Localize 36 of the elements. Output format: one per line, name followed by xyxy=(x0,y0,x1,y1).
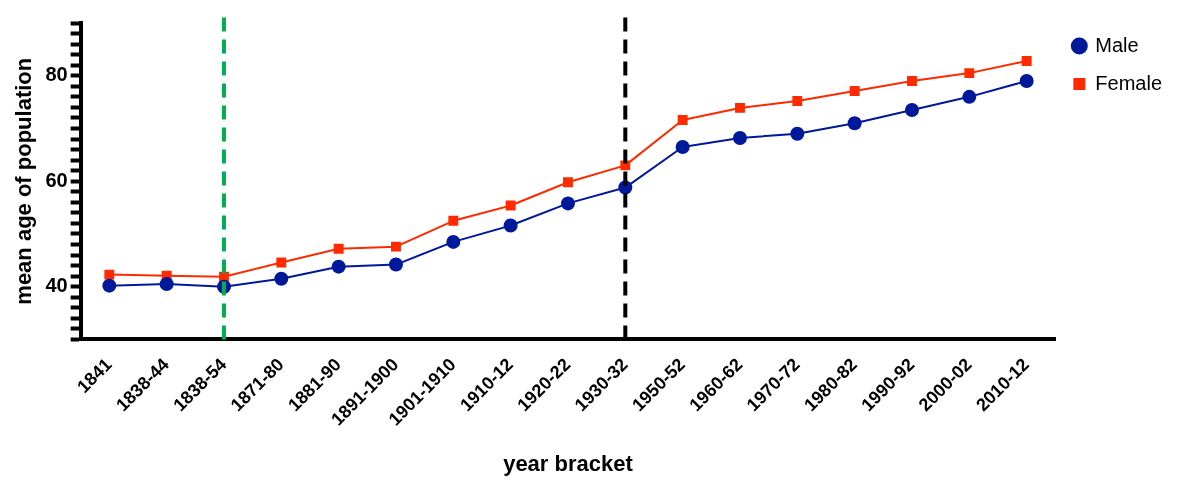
point xyxy=(102,278,117,293)
point xyxy=(391,241,401,252)
point xyxy=(388,257,403,272)
point xyxy=(735,102,745,113)
point xyxy=(331,259,346,274)
point xyxy=(847,116,862,131)
point xyxy=(448,215,459,226)
y-axis-title: mean age of population xyxy=(11,57,37,305)
y-tick-label: 80 xyxy=(45,63,68,86)
point xyxy=(276,257,287,268)
point xyxy=(104,269,115,280)
legend-label: Male xyxy=(1095,33,1139,56)
point xyxy=(962,89,977,104)
point xyxy=(159,277,174,292)
point xyxy=(904,103,919,118)
point xyxy=(964,68,975,79)
point xyxy=(792,96,803,107)
point xyxy=(446,234,461,249)
x-axis-title: year bracket xyxy=(503,450,634,476)
point xyxy=(1019,74,1034,89)
point xyxy=(849,86,860,96)
point xyxy=(732,130,747,145)
point xyxy=(790,126,805,141)
legend-label: Female xyxy=(1095,71,1163,94)
point xyxy=(563,177,573,188)
point xyxy=(503,218,518,233)
y-tick-label: 40 xyxy=(45,274,68,297)
point xyxy=(333,243,344,254)
point xyxy=(1021,56,1032,66)
point xyxy=(675,139,690,154)
y-tick-label: 60 xyxy=(45,168,68,191)
point xyxy=(274,271,289,286)
point xyxy=(560,196,575,211)
point xyxy=(677,115,688,125)
point xyxy=(907,76,917,86)
point xyxy=(505,200,516,211)
